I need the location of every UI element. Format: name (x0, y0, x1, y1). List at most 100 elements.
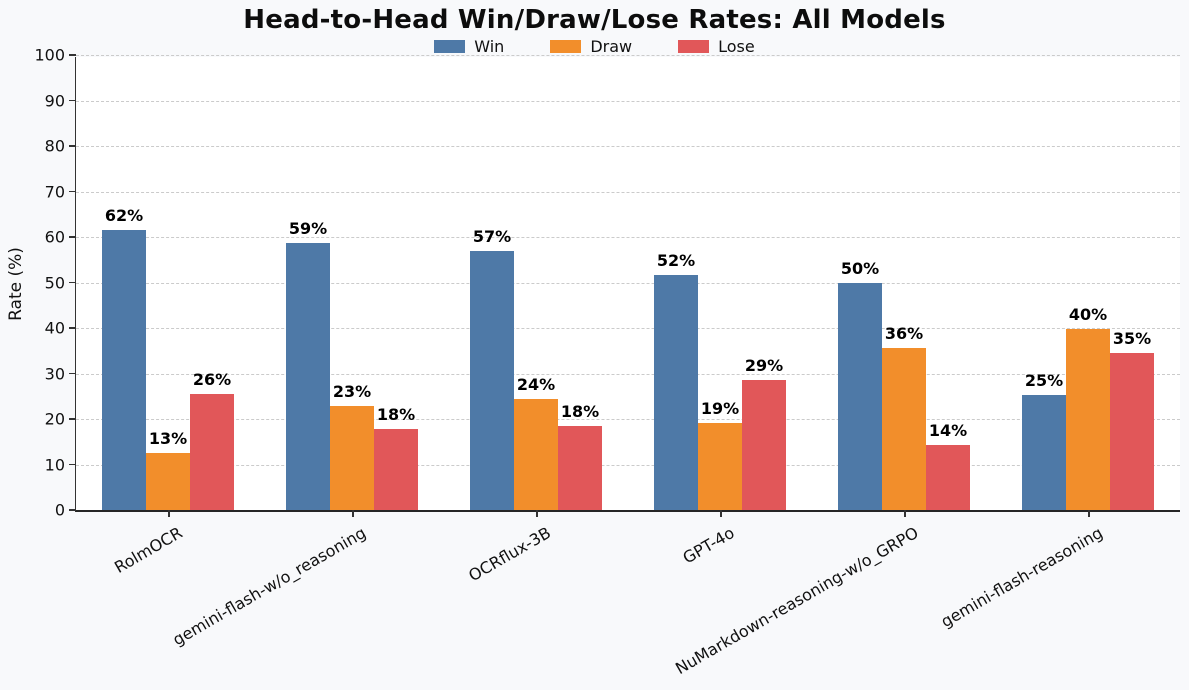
y-tick-label-80: 80 (44, 136, 65, 156)
bar-value-label-lose-3: 29% (744, 355, 784, 375)
bar-win-1: 59% (286, 219, 330, 510)
y-tick-mark-80 (69, 145, 76, 147)
gridline-100 (76, 55, 1180, 56)
bar-value-label-lose-4: 14% (928, 421, 968, 441)
x-tick-label-2: OCRflux-3B (464, 523, 554, 586)
gridline-70 (76, 191, 1180, 193)
y-tick-label-20: 20 (44, 409, 65, 429)
bar-value-label-draw-2: 24% (516, 374, 556, 394)
x-tick-mark-1 (352, 510, 354, 517)
y-tick-label-70: 70 (44, 182, 65, 201)
bar-draw-2: 24% (514, 375, 558, 510)
gridline-10 (76, 464, 1180, 466)
lose-color-swatch (678, 40, 710, 53)
y-tick-mark-20 (69, 418, 76, 420)
bar-value-label-draw-4: 36% (884, 324, 924, 344)
bar-value-label-win-2: 57% (472, 226, 512, 246)
bar-lose-3: 29% (742, 356, 786, 510)
x-tick-mark-2 (536, 510, 538, 517)
win-color-swatch (434, 40, 466, 53)
bar-group-3: 52% 19% 29% GPT-4o (628, 57, 812, 568)
y-tick-label-100: 100 (34, 45, 65, 65)
bar-win-5: 25% (1022, 371, 1066, 510)
bar-value-label-lose-2: 18% (560, 402, 600, 422)
bar-value-label-win-4: 50% (840, 259, 880, 279)
bar-draw-3: 19% (698, 399, 742, 510)
chart-title: Head-to-Head Win/Draw/Lose Rates: All Mo… (243, 5, 946, 35)
gridline-20 (76, 419, 1180, 420)
y-tick-label-10: 10 (44, 455, 65, 474)
y-tick-mark-70 (69, 190, 76, 193)
gridline-90 (76, 100, 1180, 102)
y-tick-label-90: 90 (44, 91, 65, 110)
bar-group-5: 25% 40% 35% gemini-flash-reasoning (937, 57, 1180, 631)
bar-value-label-win-3: 52% (656, 250, 696, 270)
gridline-40 (76, 328, 1180, 329)
legend-item-lose: Lose (678, 37, 755, 56)
bar-value-label-draw-5: 40% (1068, 304, 1108, 324)
bar-group-4: 50% 36% 14% NuMarkdown-reasoning-w/o_GRPO (672, 57, 996, 678)
legend-label-win: Win (474, 37, 505, 56)
bar-win-4: 50% (838, 259, 882, 510)
legend: Win Draw Lose (0, 37, 1189, 56)
y-tick-label-40: 40 (44, 318, 65, 338)
bar-value-label-lose-5: 35% (1112, 329, 1152, 349)
bar-win-3: 52% (654, 251, 698, 510)
x-tick-mark-5 (1088, 510, 1090, 517)
y-tick-mark-100 (69, 54, 76, 56)
y-tick-label-60: 60 (44, 227, 65, 247)
x-tick-label-3: GPT-4o (679, 523, 738, 568)
x-tick-mark-3 (720, 510, 722, 517)
legend-item-win: Win (434, 37, 504, 56)
bar-value-label-win-1: 59% (288, 218, 328, 238)
bar-win-2: 57% (470, 227, 514, 510)
bar-value-label-draw-3: 19% (700, 398, 740, 418)
y-axis-label: Rate (%) (6, 247, 26, 321)
plot-area: 62% 13% 26% RolmOCR 59% 23% 18% gemini-flash-w/… (34, 46, 1180, 678)
bar-lose-2: 18% (558, 402, 602, 510)
y-tick-mark-10 (69, 463, 76, 466)
bar-value-label-win-5: 25% (1024, 370, 1064, 390)
bar-group-0: 62% 13% 26% RolmOCR (76, 57, 260, 577)
y-tick-label-0: 0 (54, 500, 65, 520)
y-tick-mark-0 (69, 509, 76, 511)
bar-draw-5: 40% (1066, 305, 1110, 510)
y-tick-mark-40 (69, 327, 76, 329)
x-tick-mark-4 (904, 510, 906, 517)
bar-draw-4: 36% (882, 324, 926, 510)
x-tick-mark-0 (168, 510, 170, 517)
bar-lose-1: 18% (374, 405, 418, 510)
legend-label-lose: Lose (718, 37, 755, 56)
bar-group-1: 59% 23% 18% gemini-flash-w/o_reasoning (170, 57, 444, 649)
bar-group-2: 57% 24% 18% OCRflux-3B (444, 57, 628, 585)
y-tick-mark-60 (69, 236, 76, 238)
draw-color-swatch (550, 40, 582, 53)
gridline-50 (76, 282, 1180, 284)
bar-value-label-win-0: 62% (104, 206, 144, 226)
bar-draw-1: 23% (330, 382, 374, 510)
bar-draw-0: 13% (146, 429, 190, 510)
y-tick-mark-30 (69, 372, 76, 375)
x-tick-label-0: RolmOCR (110, 523, 186, 578)
bar-win-0: 62% (102, 206, 146, 510)
bar-value-label-lose-0: 26% (192, 370, 232, 390)
legend-item-draw: Draw (550, 37, 632, 56)
x-tick-label-1: gemini-flash-w/o_reasoning (169, 523, 370, 650)
legend-label-draw: Draw (590, 37, 633, 56)
bar-lose-0: 26% (190, 370, 234, 510)
y-tick-mark-50 (69, 281, 76, 284)
bar-lose-4: 14% (926, 421, 970, 510)
bar-value-label-draw-1: 23% (332, 382, 372, 402)
y-tick-label-50: 50 (44, 273, 65, 292)
y-tick-mark-90 (69, 99, 76, 102)
bar-lose-5: 35% (1110, 329, 1154, 510)
y-tick-label-30: 30 (44, 364, 65, 383)
bar-value-label-draw-0: 13% (148, 428, 188, 448)
gridline-30 (76, 373, 1180, 375)
bar-value-label-lose-1: 18% (376, 404, 416, 424)
gridline-80 (76, 146, 1180, 147)
x-tick-label-5: gemini-flash-reasoning (937, 523, 1106, 632)
bar-groups: 62% 13% 26% RolmOCR 59% 23% 18% gemini-flash-w/… (76, 57, 1180, 678)
gridline-60 (76, 237, 1180, 238)
